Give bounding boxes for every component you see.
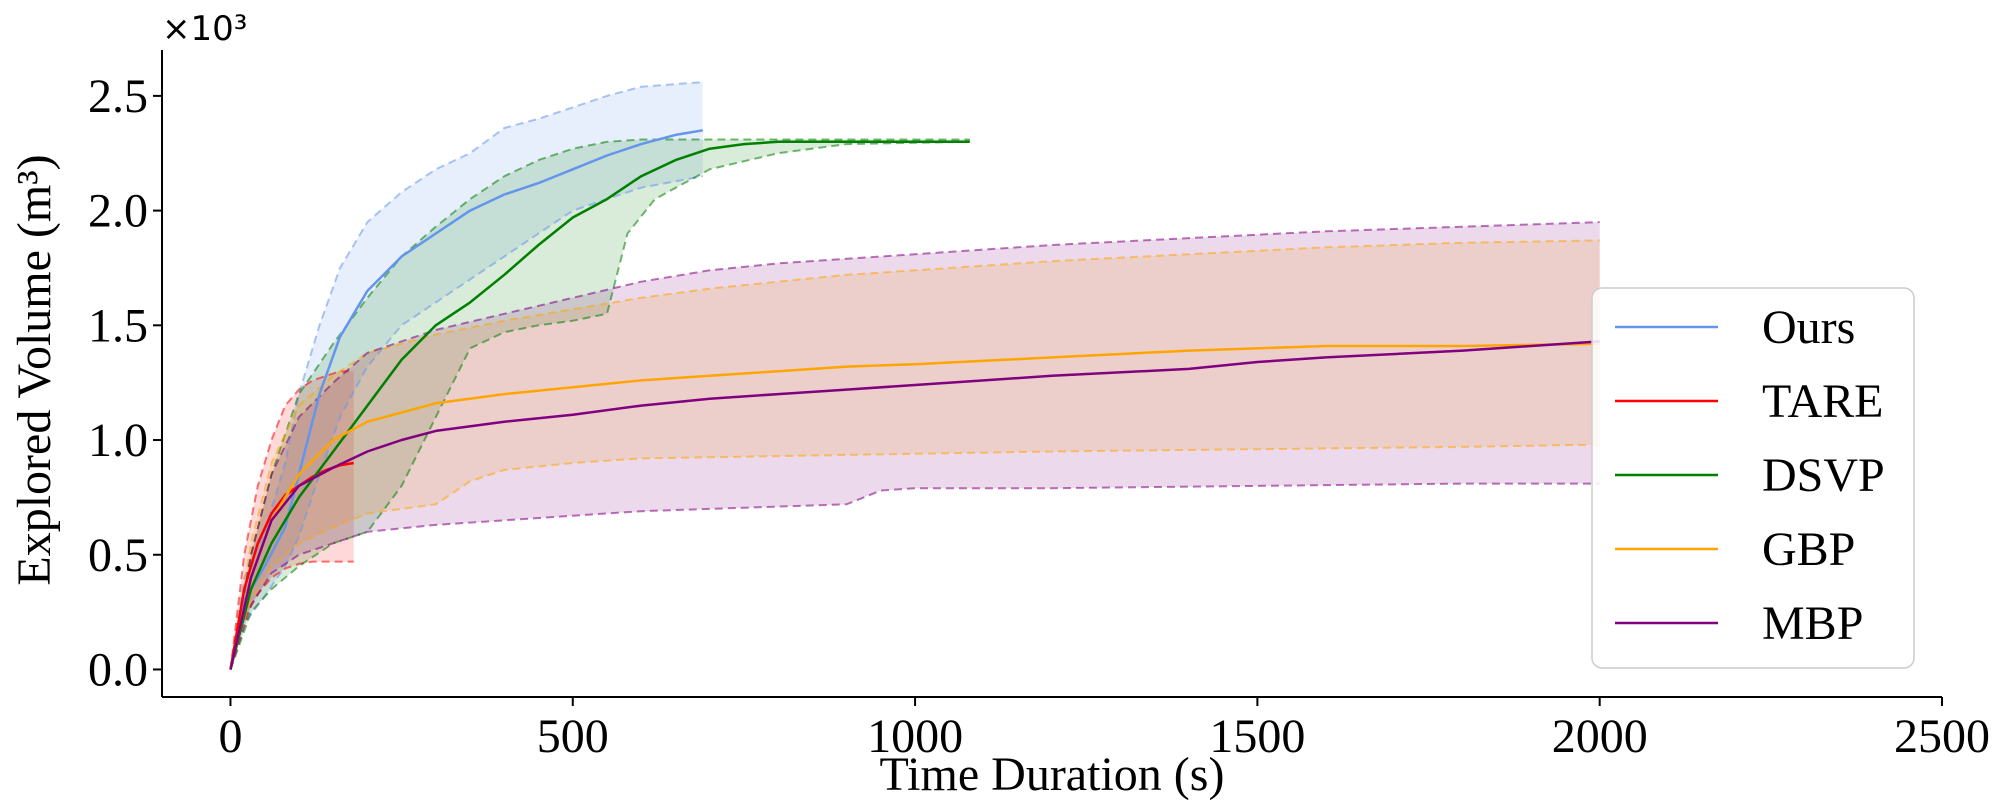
band-tare bbox=[230, 371, 354, 670]
legend-label-ours: Ours bbox=[1762, 301, 1855, 354]
upper-bound-tare bbox=[229, 370, 354, 670]
upper-bound-ours bbox=[229, 81, 703, 670]
legend-label-gbp: GBP bbox=[1762, 523, 1855, 576]
mean-lines bbox=[229, 129, 1600, 670]
x-tick-label: 500 bbox=[537, 710, 609, 763]
y-axis-ticks: 0.0 0.5 1.0 1.5 2.0 2.5 bbox=[88, 70, 162, 696]
y-multiplier-label: ×10³ bbox=[162, 9, 247, 49]
legend-label-dsvp: DSVP bbox=[1762, 449, 1885, 502]
band-mbp bbox=[230, 222, 1600, 670]
lower-bound-dsvp bbox=[229, 140, 970, 670]
lower-bound-ours bbox=[229, 175, 703, 670]
y-tick-label: 2.0 bbox=[88, 185, 148, 238]
x-tick-label: 1000 bbox=[867, 710, 963, 763]
lower-bound-mbp bbox=[229, 482, 1600, 670]
confidence-bands bbox=[230, 82, 1600, 670]
y-tick-label: 0.0 bbox=[88, 643, 148, 696]
x-axis-title: Time Duration (s) bbox=[880, 748, 1225, 800]
x-tick-label: 1500 bbox=[1209, 710, 1305, 763]
series-line-dsvp bbox=[229, 140, 970, 670]
series-line-gbp bbox=[229, 342, 1600, 670]
bound-lines bbox=[229, 81, 1600, 670]
y-tick-label: 1.0 bbox=[88, 414, 148, 467]
x-tick-label: 0 bbox=[218, 710, 242, 763]
upper-bound-dsvp bbox=[229, 138, 970, 670]
legend: Ours TARE DSVP GBP MBP bbox=[1591, 287, 1915, 669]
x-tick-label: 2000 bbox=[1552, 710, 1648, 763]
legend-label-mbp: MBP bbox=[1762, 597, 1863, 650]
x-tick-label: 2500 bbox=[1894, 710, 1990, 763]
lower-bound-gbp bbox=[229, 443, 1600, 670]
series-line-ours bbox=[229, 129, 704, 670]
x-axis-ticks: 0 500 1000 1500 2000 2500 bbox=[218, 697, 1990, 763]
y-tick-label: 1.5 bbox=[88, 299, 148, 352]
y-tick-label: 2.5 bbox=[88, 70, 148, 123]
upper-bound-gbp bbox=[229, 239, 1600, 670]
y-axis-title: Explored Volume (m³) bbox=[8, 154, 61, 585]
series-line-mbp bbox=[229, 340, 1600, 670]
legend-entries: Ours TARE DSVP GBP MBP bbox=[1615, 301, 1885, 650]
upper-bound-mbp bbox=[229, 221, 1600, 670]
legend-box bbox=[1591, 287, 1915, 669]
legend-label-tare: TARE bbox=[1762, 375, 1883, 428]
band-dsvp bbox=[230, 139, 970, 670]
y-tick-label: 0.5 bbox=[88, 529, 148, 582]
